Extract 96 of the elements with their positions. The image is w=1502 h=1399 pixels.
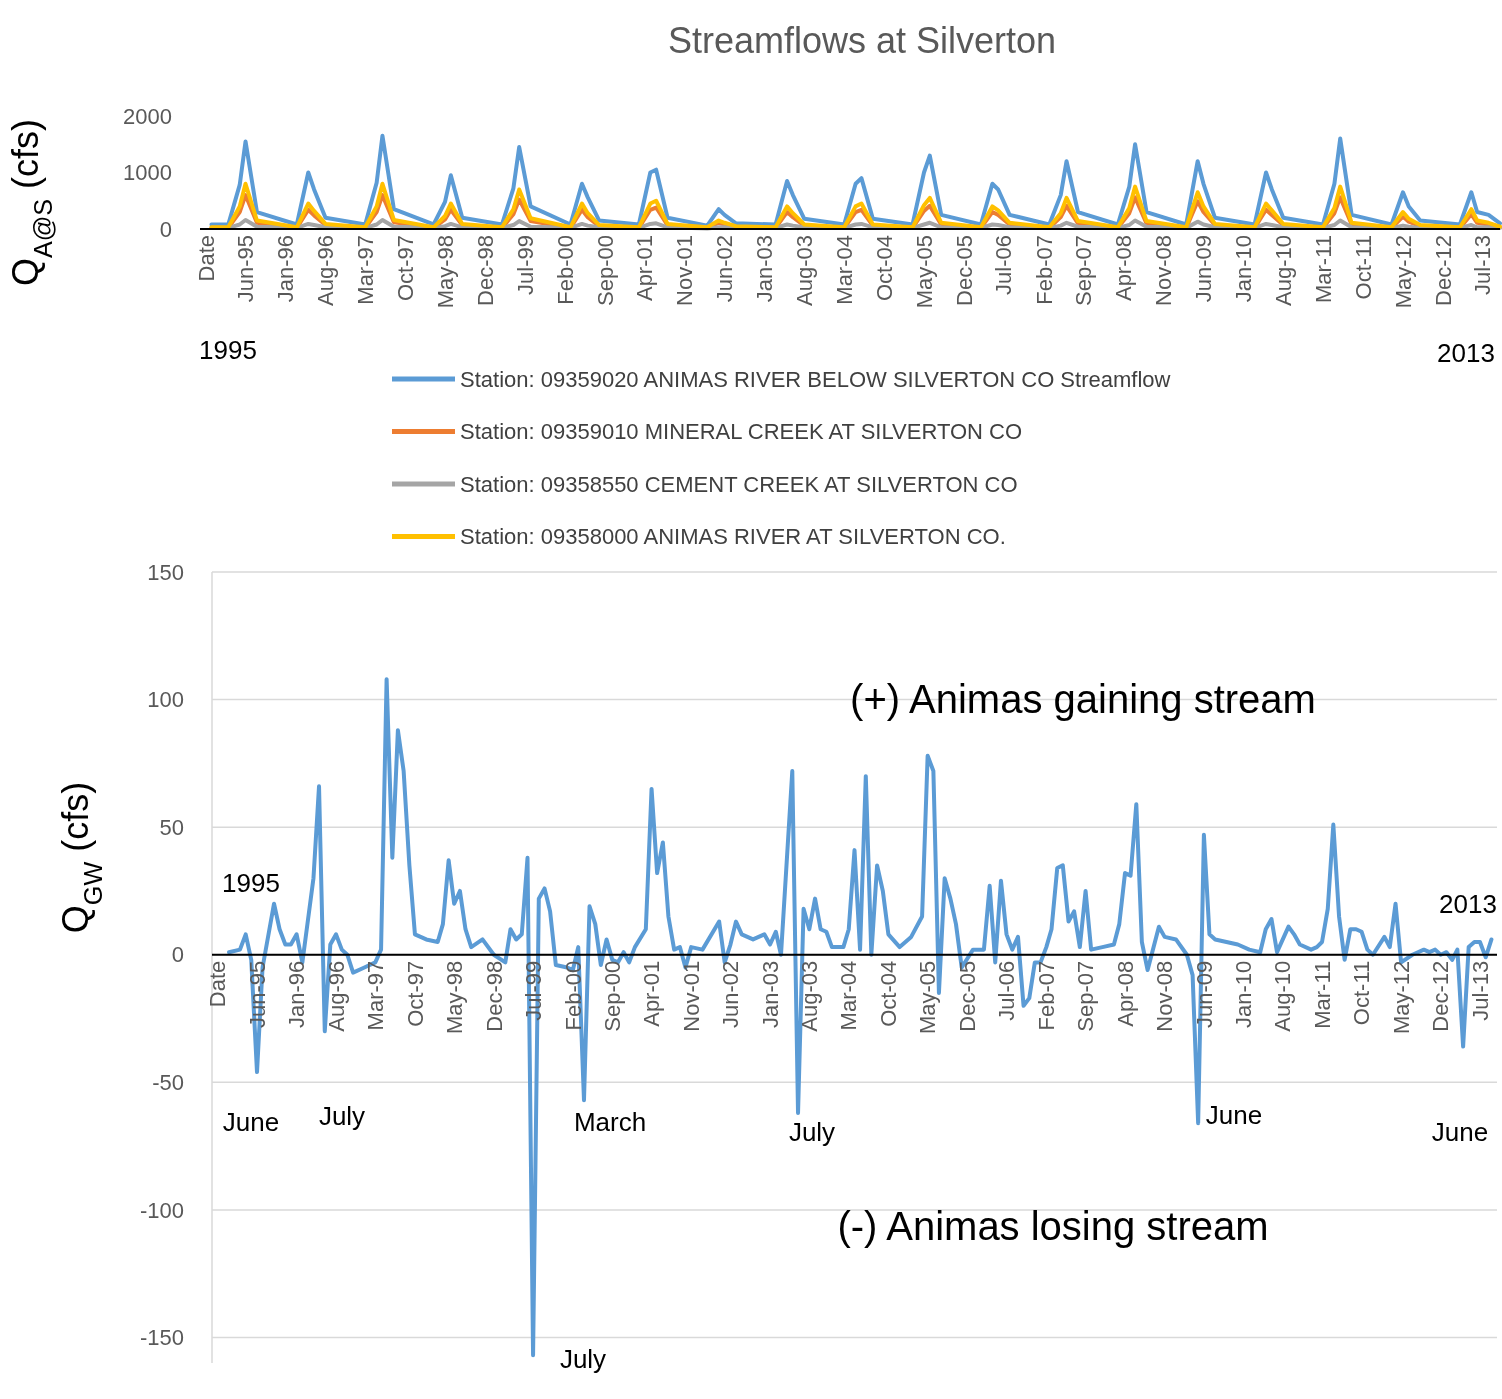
x-tick-label: Mar-04 <box>836 960 862 1031</box>
x-tick-label: Dec-12 <box>1430 235 1456 306</box>
x-tick-label: Jan-96 <box>284 960 310 1029</box>
x-tick-label: Jan-96 <box>273 235 299 303</box>
x-tick-label: Sep-07 <box>1071 235 1097 306</box>
x-tick-label: Jul-13 <box>1467 960 1493 1021</box>
x-tick-label: Mar-97 <box>363 960 389 1031</box>
x-tick-label: May-98 <box>441 960 467 1035</box>
y-tick-label: -100 <box>139 1197 184 1223</box>
x-tick-label: Mar-04 <box>831 235 857 305</box>
x-tick-label: Sep-00 <box>600 960 626 1032</box>
x-tick-label: Oct-97 <box>393 235 418 302</box>
x-tick-label: Oct-97 <box>402 960 428 1027</box>
annotation: June <box>1205 1100 1263 1131</box>
x-tick-label: Mar-97 <box>352 235 378 305</box>
y-tick-label: 0 <box>159 216 172 242</box>
x-tick-label: May-12 <box>1390 235 1416 309</box>
line-series <box>209 181 1502 230</box>
x-tick-label: Nov-01 <box>672 235 698 306</box>
x-tick-label: Jun-09 <box>1191 960 1217 1029</box>
x-tick-label: Aug-03 <box>797 960 823 1032</box>
x-tick-label: Aug-10 <box>1270 235 1296 306</box>
y-tick-label: 50 <box>159 814 184 840</box>
x-tick-label: Mar-11 <box>1309 960 1335 1029</box>
x-tick-label: Nov-01 <box>678 960 704 1032</box>
y-tick-label: -50 <box>152 1070 184 1096</box>
x-tick-label: Dec-05 <box>954 960 980 1032</box>
legend-label: Station: 09358550 CEMENT CREEK AT SILVERTON CO <box>460 471 1018 497</box>
x-tick-label: Jul-13 <box>1470 235 1496 295</box>
x-tick-label: Jul-06 <box>991 235 1017 295</box>
x-tick-label: Dec-12 <box>1428 960 1454 1032</box>
x-tick-label: Oct-11 <box>1349 960 1375 1026</box>
x-tick-label: Dec-98 <box>472 235 498 306</box>
x-tick-label: Apr-08 <box>1112 960 1138 1027</box>
x-tick-label: Apr-01 <box>639 960 665 1027</box>
annotation: 1995 <box>222 868 280 899</box>
x-tick-label: Jan-03 <box>757 960 783 1029</box>
y-tick-label: -150 <box>139 1325 184 1351</box>
x-tick-label: Jun-95 <box>233 235 259 303</box>
x-tick-label: Apr-08 <box>1111 235 1137 302</box>
x-tick-label: Date <box>205 960 231 1008</box>
line-series <box>209 133 1502 228</box>
x-tick-label: Oct-04 <box>871 235 897 302</box>
x-tick-label: May-05 <box>911 235 937 309</box>
annotation: July <box>788 1117 836 1148</box>
x-tick-label: May-12 <box>1388 960 1414 1035</box>
x-tick-label: Aug-96 <box>313 235 339 306</box>
y-tick-label: 150 <box>147 559 184 585</box>
x-tick-label: Sep-07 <box>1073 960 1099 1032</box>
x-tick-label: Jan-03 <box>752 235 778 303</box>
annotation: (-) Animas losing stream <box>837 1204 1269 1248</box>
x-tick-label: Sep-00 <box>592 235 618 306</box>
x-tick-label: Mar-11 <box>1310 235 1336 304</box>
x-tick-label: Feb-07 <box>1034 960 1060 1031</box>
y-tick-label: 0 <box>171 942 184 968</box>
x-tick-label: Jul-99 <box>512 235 538 295</box>
text: 2013 <box>1437 338 1495 369</box>
legend-label: Station: 09358000 ANIMAS RIVER AT SILVERTON CO. <box>460 524 1006 550</box>
x-tick-label: Oct-11 <box>1350 235 1376 300</box>
chart-title: Streamflows at Silverton <box>667 20 1057 61</box>
x-tick-label: Nov-08 <box>1151 235 1177 306</box>
x-tick-label: Jan-10 <box>1231 960 1257 1029</box>
x-tick-label: May-05 <box>915 960 941 1035</box>
annotation: June <box>222 1107 280 1138</box>
y-tick-label: 1000 <box>123 160 172 186</box>
x-tick-label: Feb-00 <box>552 235 578 305</box>
x-tick-label: Feb-07 <box>1031 235 1057 305</box>
x-tick-label: Jan-10 <box>1231 235 1257 303</box>
x-tick-label: Date <box>193 235 219 282</box>
x-tick-label: Aug-10 <box>1270 960 1296 1032</box>
x-tick-label: Jul-99 <box>520 960 546 1021</box>
annotation: March <box>573 1107 647 1138</box>
annotation: June <box>1431 1117 1489 1148</box>
x-tick-label: Aug-96 <box>323 960 349 1032</box>
x-tick-label: Jul-06 <box>994 960 1020 1021</box>
text: 1995 <box>199 335 257 366</box>
x-tick-label: Jun-02 <box>718 960 744 1029</box>
x-tick-label: May-98 <box>432 235 458 309</box>
annotation: (+) Animas gaining stream <box>850 677 1316 721</box>
x-tick-label: Dec-98 <box>481 960 507 1032</box>
annotation: 2013 <box>1439 889 1497 920</box>
annotation: July <box>318 1101 366 1132</box>
x-tick-label: Jun-09 <box>1191 235 1217 303</box>
x-tick-label: Feb-00 <box>560 960 586 1031</box>
y-tick-label: 100 <box>147 687 184 713</box>
x-tick-label: Aug-03 <box>791 235 817 306</box>
x-tick-label: Nov-08 <box>1152 960 1178 1032</box>
x-tick-label: Jun-95 <box>244 960 270 1029</box>
x-tick-label: Jun-02 <box>712 235 738 303</box>
legend-label: Station: 09359020 ANIMAS RIVER BELOW SILVERTON CO Streamflow <box>460 366 1171 392</box>
x-tick-label: Oct-04 <box>876 960 902 1027</box>
y-tick-label: 2000 <box>123 103 172 129</box>
legend-label: Station: 09359010 MINERAL CREEK AT SILVERTON CO <box>460 419 1023 445</box>
x-tick-label: Dec-05 <box>951 235 977 306</box>
x-tick-label: Apr-01 <box>632 235 658 302</box>
annotation: July <box>559 1344 607 1375</box>
